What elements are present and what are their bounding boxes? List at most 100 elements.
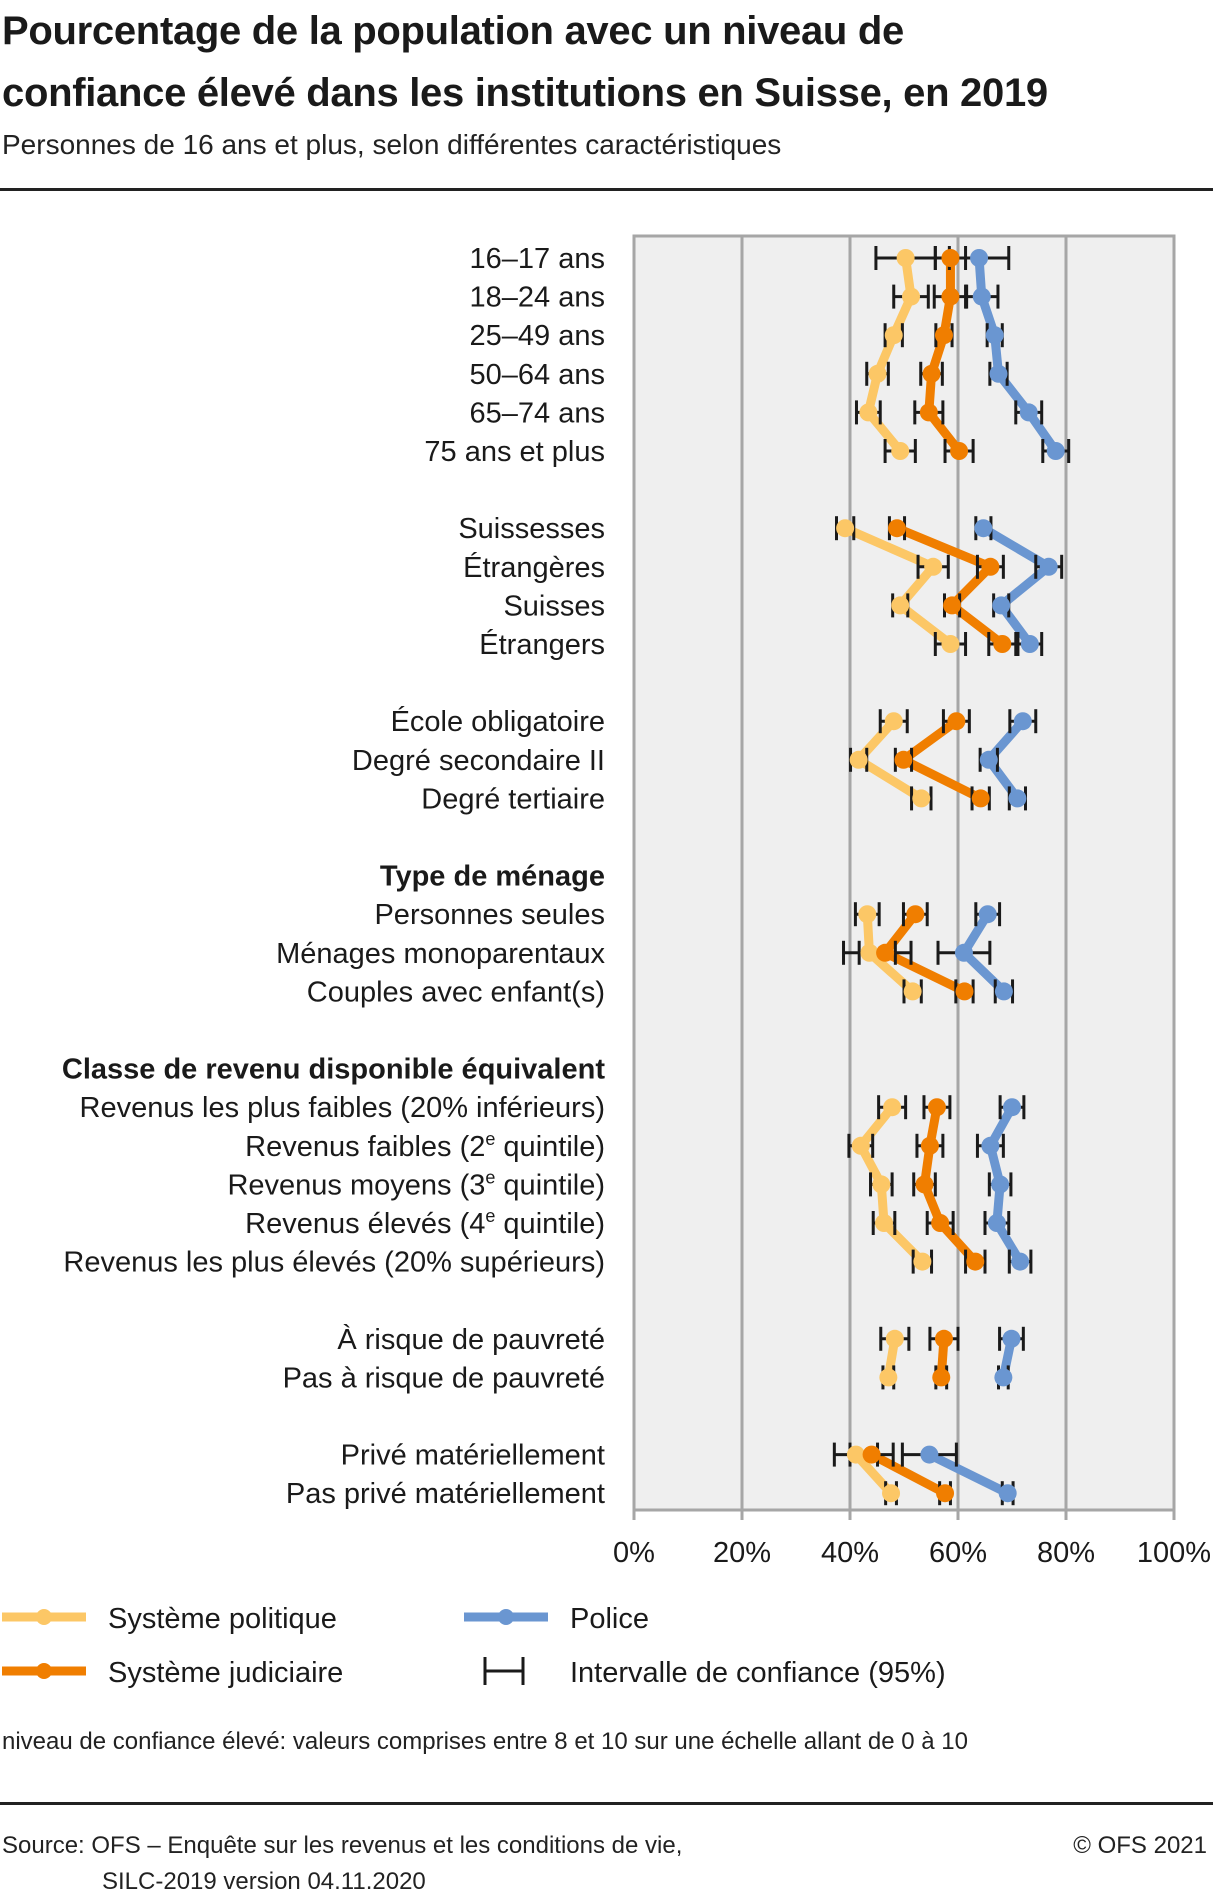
category-label: Couples avec enfant(s) <box>307 976 605 1008</box>
legend-label: Police <box>570 1603 649 1635</box>
source-line-2: SILC-2019 version 04.11.2020 <box>102 1868 426 1895</box>
category-label: Revenus les plus faibles (20% inférieurs… <box>80 1092 605 1124</box>
label-rest: quintile) <box>495 1169 605 1201</box>
superscript: e <box>485 1206 495 1226</box>
data-point-2 <box>970 249 989 267</box>
category-label: 16–17 ans <box>470 243 605 275</box>
group-heading: Classe de revenu disponible équivalent <box>62 1054 605 1086</box>
data-point-1 <box>894 750 913 769</box>
data-point-0 <box>903 982 922 1001</box>
x-tick-label: 0% <box>613 1537 655 1569</box>
category-label: 50–64 ans <box>470 359 605 391</box>
category-label: 25–49 ans <box>470 320 605 352</box>
category-label: Pas privé matériellement <box>286 1478 605 1510</box>
data-point-0 <box>885 1329 904 1348</box>
data-point-1 <box>971 789 990 808</box>
chart-subtitle: Personnes de 16 ans et plus, selon diffé… <box>2 129 782 160</box>
data-point-0 <box>858 905 877 924</box>
data-point-2 <box>991 1175 1010 1194</box>
chart-title-line-1: Pourcentage de la population avec un niv… <box>2 9 904 53</box>
source-note: Source: OFS – Enquête sur les revenus et… <box>2 1828 682 1900</box>
data-point-2 <box>1002 1329 1021 1348</box>
header-divider <box>0 188 1213 191</box>
category-label: Étrangères <box>463 551 605 584</box>
data-point-2 <box>985 326 1004 345</box>
data-point-0 <box>868 364 887 383</box>
plot-area <box>632 234 1176 1512</box>
data-point-2 <box>994 982 1013 1001</box>
data-point-0 <box>913 1252 932 1271</box>
data-point-0 <box>902 287 921 306</box>
copyright: © OFS 2021 <box>1073 1832 1207 1859</box>
superscript: e <box>485 1167 495 1187</box>
x-tick-label: 80% <box>1037 1537 1095 1569</box>
data-point-1 <box>906 905 925 924</box>
legend-label: Système politique <box>108 1603 337 1635</box>
data-point-1 <box>919 403 938 422</box>
data-point-2 <box>994 1368 1013 1387</box>
label-rest: quintile) <box>495 1208 605 1240</box>
category-label: Revenus moyens (3e quintile) <box>227 1167 605 1201</box>
data-point-2 <box>920 1445 939 1464</box>
category-label: Degré tertiaire <box>421 783 605 815</box>
data-point-0 <box>891 442 910 460</box>
series-line-1 <box>895 524 1006 648</box>
category-label: Personnes seules <box>374 899 605 931</box>
data-point-2 <box>992 596 1011 615</box>
data-point-0 <box>872 1175 891 1194</box>
category-label: À risque de pauvreté <box>337 1323 605 1356</box>
superscript: e <box>485 1129 495 1149</box>
data-point-0 <box>912 789 931 808</box>
data-point-0 <box>883 1098 902 1117</box>
data-point-1 <box>915 1175 934 1194</box>
data-point-2 <box>954 943 973 962</box>
legend-swatch-dot <box>36 1663 52 1679</box>
data-point-2 <box>987 1214 1006 1232</box>
data-point-1 <box>941 287 960 306</box>
category-label: Suissesses <box>458 513 605 545</box>
data-point-1 <box>950 442 969 460</box>
data-point-1 <box>966 1252 985 1271</box>
data-point-2 <box>1008 789 1027 808</box>
footnote: niveau de confiance élevé: valeurs compr… <box>2 1728 968 1755</box>
x-tick-label: 100% <box>1137 1537 1211 1569</box>
x-tick-label: 60% <box>929 1537 987 1569</box>
group-heading: Type de ménage <box>380 861 605 893</box>
label-rest: quintile) <box>495 1131 605 1163</box>
category-label: Revenus élevés (4e quintile) <box>245 1206 605 1240</box>
data-point-1 <box>932 1368 951 1387</box>
data-point-1 <box>934 326 953 345</box>
data-point-1 <box>931 1214 950 1232</box>
category-label: Privé matériellement <box>341 1440 605 1472</box>
data-point-2 <box>1020 635 1039 653</box>
data-point-0 <box>891 596 910 615</box>
data-point-0 <box>849 750 868 769</box>
chart-title-line-2: confiance élevé dans les institutions en… <box>2 71 1048 115</box>
category-label: Suisses <box>503 590 605 622</box>
data-point-2 <box>998 1484 1017 1503</box>
chart-svg: 0% 20% 40% 60% 80% 100% Type de ménage Classe d… <box>2 234 1211 1689</box>
data-point-1 <box>947 712 966 731</box>
legend-label: Intervalle de confiance (95%) <box>570 1657 946 1689</box>
category-label: École obligatoire <box>391 705 605 738</box>
data-point-2 <box>972 287 991 306</box>
data-point-0 <box>846 1445 865 1464</box>
data-point-1 <box>941 249 960 267</box>
data-point-0 <box>882 1484 901 1503</box>
data-point-1 <box>981 557 1000 576</box>
source-line-1: Source: OFS – Enquête sur les revenus et… <box>2 1832 683 1859</box>
data-point-2 <box>1013 712 1032 731</box>
data-point-2 <box>989 364 1008 383</box>
data-point-0 <box>879 1368 898 1387</box>
category-label: Étrangers <box>479 628 605 661</box>
data-point-2 <box>981 1136 1000 1155</box>
series-line-2 <box>981 524 1054 647</box>
data-point-2 <box>974 519 993 538</box>
data-point-0 <box>896 249 915 267</box>
data-point-2 <box>1011 1252 1030 1271</box>
data-point-1 <box>934 1329 953 1348</box>
data-point-2 <box>979 750 998 769</box>
data-point-1 <box>920 1136 939 1155</box>
chart-title: Pourcentage de la population avec un niv… <box>2 0 1212 124</box>
data-point-2 <box>1046 442 1065 460</box>
